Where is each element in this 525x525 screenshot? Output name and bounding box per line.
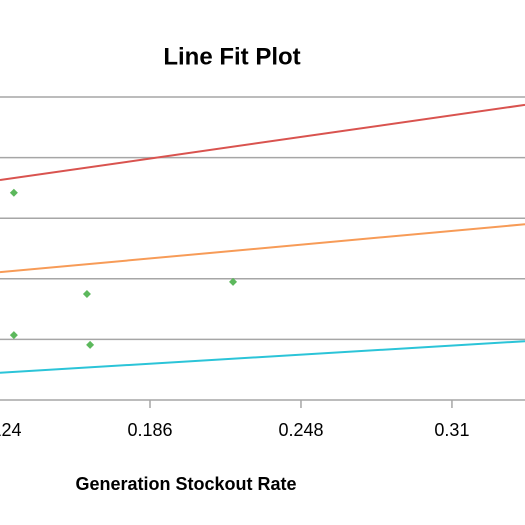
data-point	[82, 289, 91, 298]
fit-line	[0, 223, 525, 274]
fit-line	[0, 103, 525, 182]
chart-title: Line Fit Plot	[163, 43, 300, 70]
data-point	[9, 188, 18, 197]
x-tick-label: 0.248	[278, 420, 323, 440]
x-tick-label: 0.186	[127, 420, 172, 440]
fit-line	[0, 340, 525, 374]
x-tick-label: 0.31	[434, 420, 469, 440]
x-tick-label: 0.124	[0, 420, 22, 440]
data-point	[229, 277, 238, 286]
data-point	[86, 340, 95, 349]
x-axis-label: Generation Stockout Rate	[75, 474, 296, 494]
data-point	[9, 331, 18, 340]
